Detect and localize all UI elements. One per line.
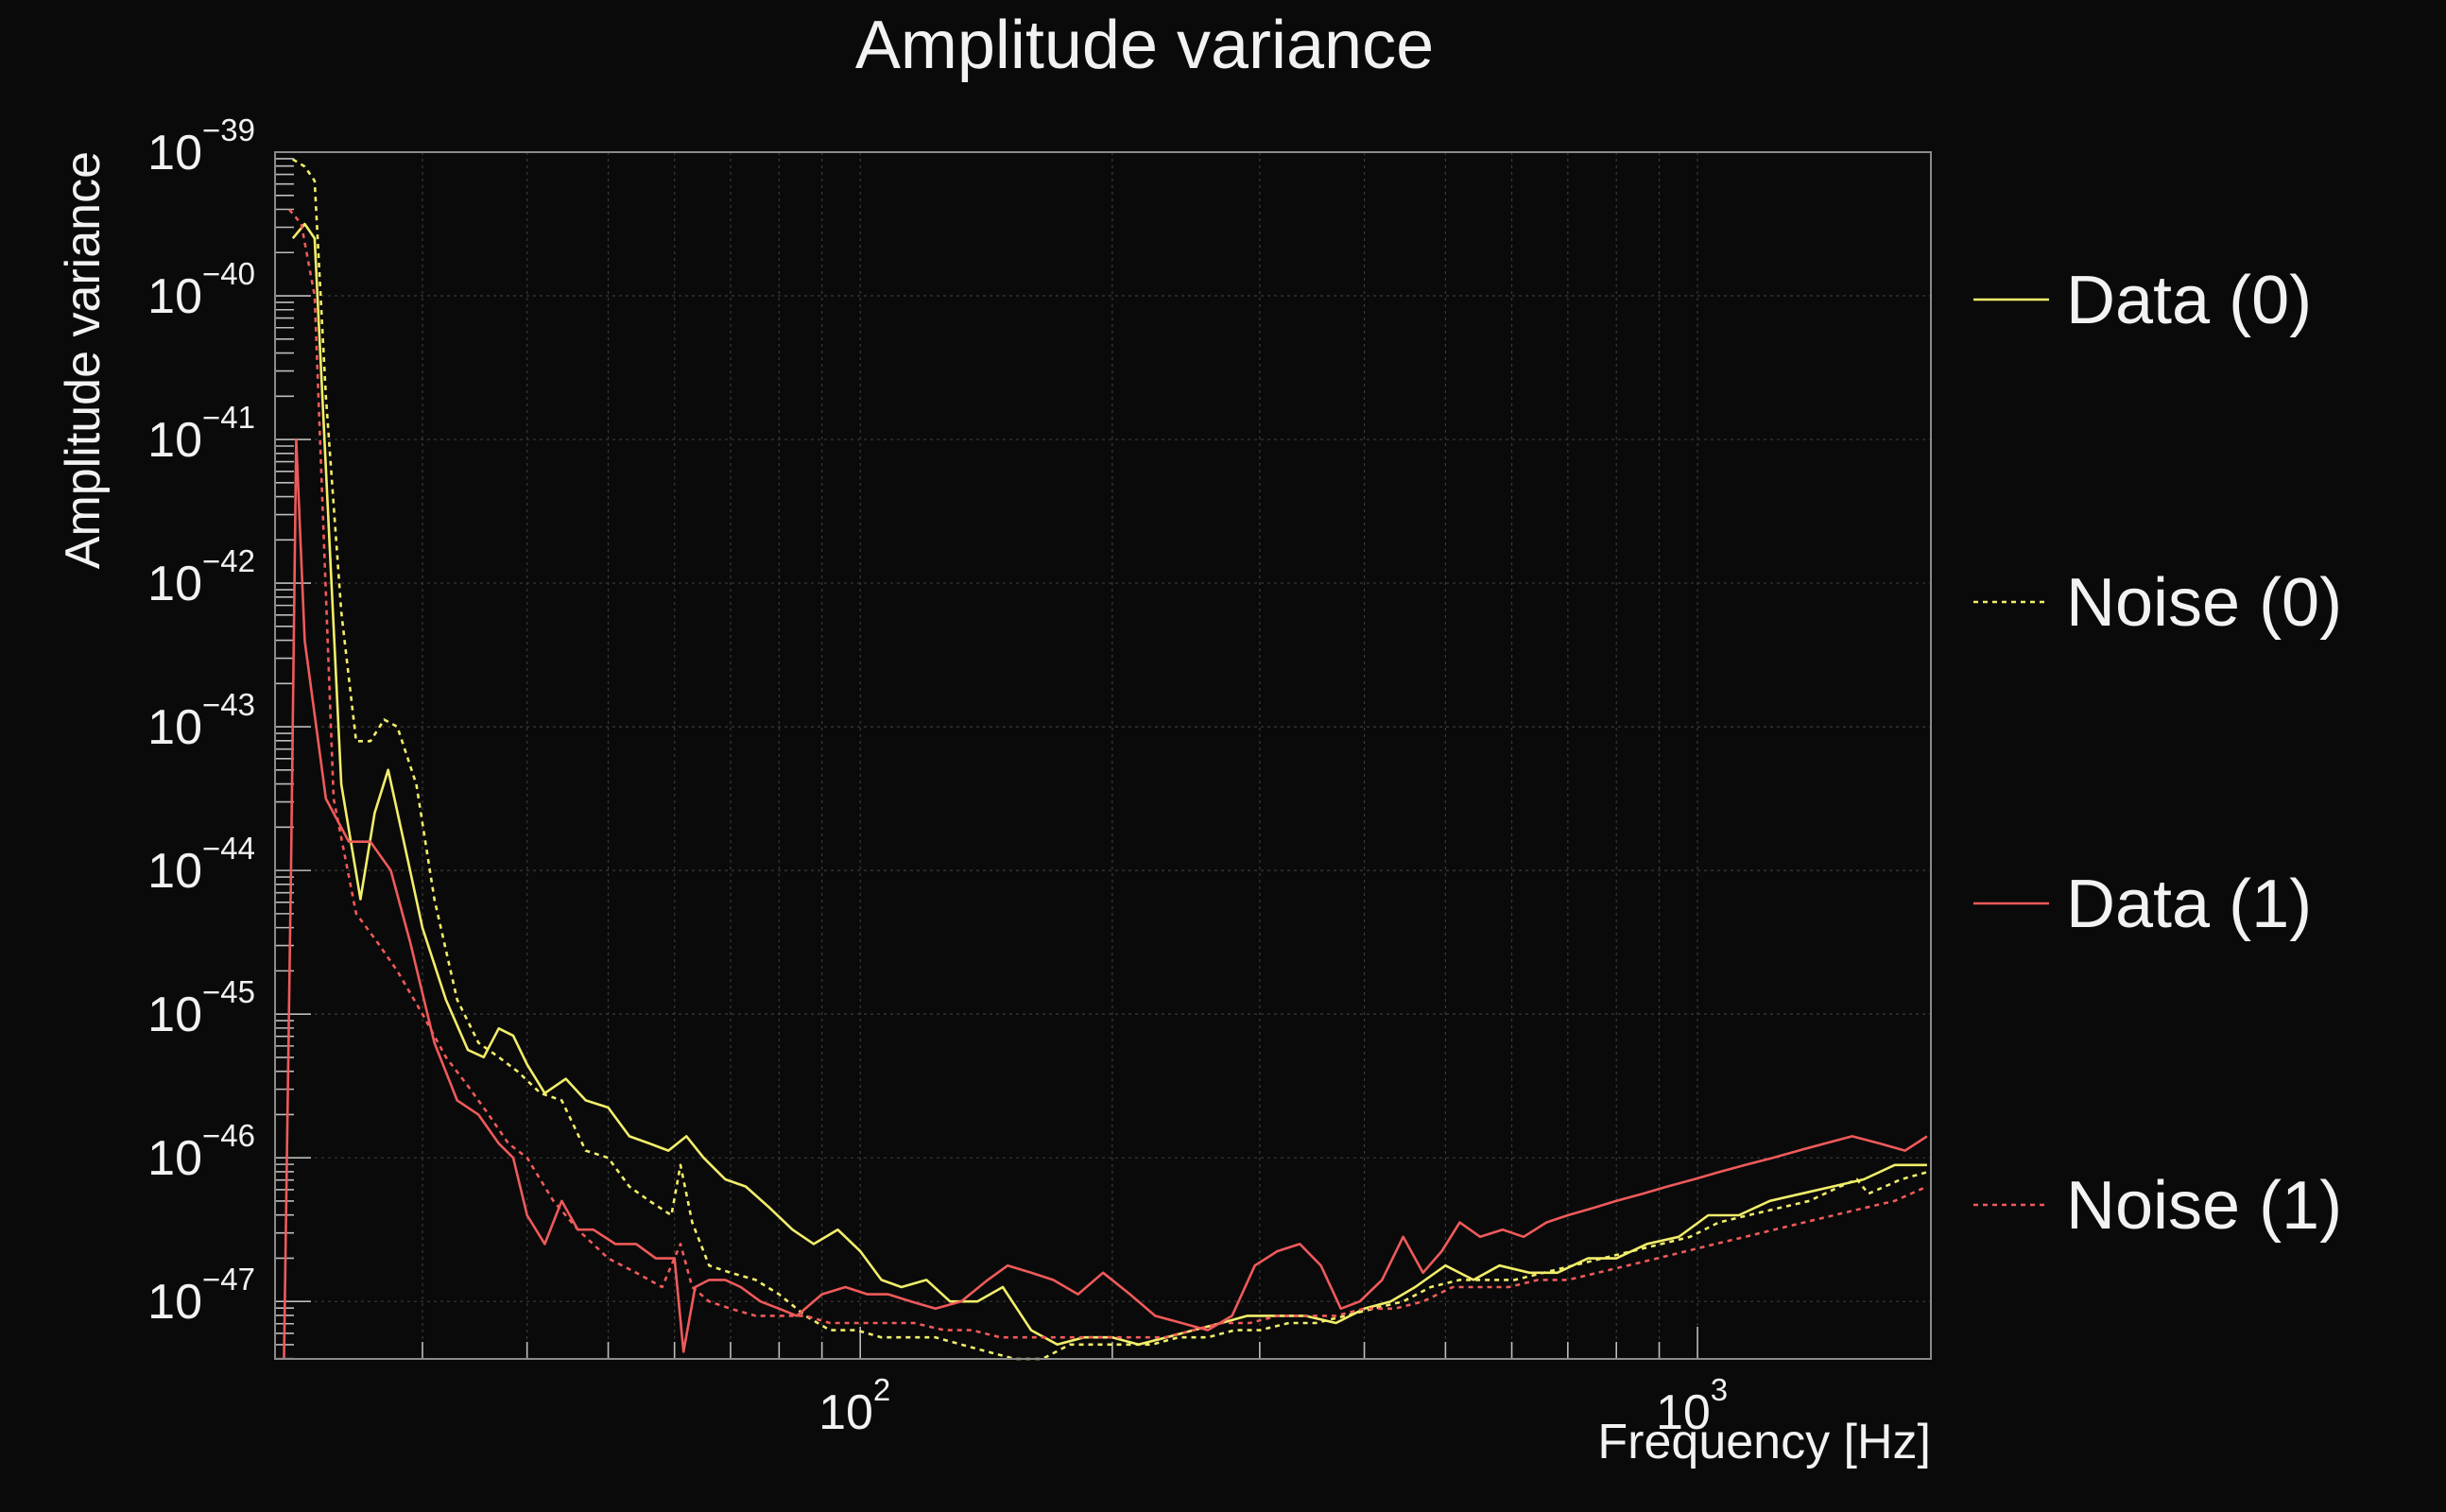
legend-label-1: Noise (0)	[2066, 565, 2342, 641]
y-tick-label: 10−42	[147, 543, 255, 611]
legend: Data (0) Noise (0) Data (1) Noise (1)	[1973, 263, 2342, 1244]
x-tick-labels: 102 103	[818, 1372, 1728, 1440]
y-tick-label: 10−40	[147, 256, 255, 324]
y-tick-label: 10−44	[147, 831, 255, 899]
chart-title: Amplitude variance	[855, 8, 1434, 83]
x-tick-label: 103	[1656, 1372, 1728, 1440]
y-axis-label: Amplitude variance	[56, 151, 111, 569]
legend-label-0: Data (0)	[2066, 263, 2312, 338]
x-tick-label: 102	[818, 1372, 890, 1440]
x-axis-label: Frequency [Hz]	[1597, 1415, 1931, 1469]
y-tick-label: 10−47	[147, 1262, 255, 1330]
y-tick-label: 10−46	[147, 1118, 255, 1186]
legend-label-3: Noise (1)	[2066, 1168, 2342, 1244]
grid	[274, 151, 1931, 1359]
y-tick-labels: 10−39 10−40 10−41 10−42 10−43 10−44 10−45 10−46…	[147, 112, 255, 1330]
axis-ticks	[274, 151, 1698, 1360]
series-line-3	[288, 208, 1928, 1339]
y-tick-label: 10−39	[147, 112, 255, 180]
legend-label-2: Data (1)	[2066, 867, 2312, 942]
series-line-1	[292, 158, 1928, 1361]
series-line-2	[283, 438, 1928, 1360]
plot-frame	[274, 151, 1932, 1360]
series-lines	[283, 158, 1928, 1361]
y-tick-label: 10−43	[147, 687, 255, 755]
y-tick-label: 10−45	[147, 974, 255, 1042]
y-tick-label: 10−41	[147, 400, 255, 468]
